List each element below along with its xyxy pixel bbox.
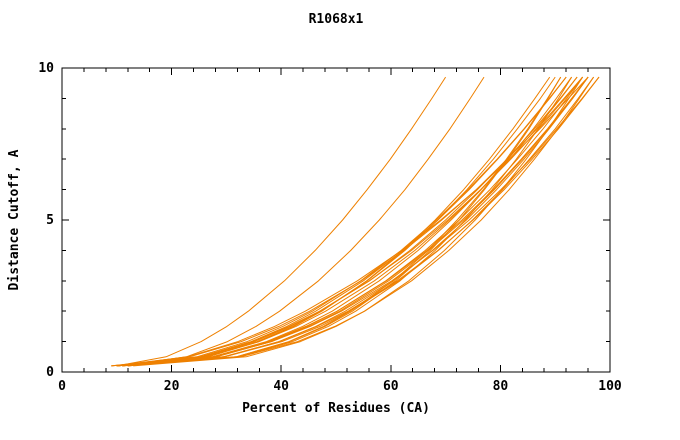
model-accuracy-curve [116,76,562,367]
x-axis-label: Percent of Residues (CA) [242,401,430,416]
model-accuracy-curve [116,76,551,367]
x-tick-label: 0 [58,379,66,394]
x-tick-label: 100 [598,379,622,394]
model-accuracy-curve [122,76,595,367]
y-tick-label: 0 [46,365,54,380]
chart-title: R1068x1 [309,12,364,27]
y-tick-label: 5 [46,213,54,228]
model-accuracy-curve [133,76,584,367]
model-accuracy-curve [127,76,562,367]
y-axis-label: Distance Cutoff, A [7,149,22,290]
x-tick-label: 20 [164,379,180,394]
model-accuracy-curve [116,76,583,367]
model-accuracy-curve [127,76,573,367]
model-accuracy-curve [111,76,589,367]
axis-ticks [61,67,611,373]
x-tick-label: 60 [383,379,399,394]
x-tick-label: 40 [273,379,289,394]
model-accuracy-curve [116,76,584,367]
model-accuracy-curve [116,76,589,367]
x-tick-label: 80 [493,379,509,394]
model-accuracy-curve [116,76,578,367]
model-accuracy-curve [116,76,595,367]
model-accuracy-curve [122,76,485,367]
model-accuracy-curve [116,76,447,367]
model-accuracy-curve [122,76,567,367]
model-accuracy-curve [116,76,600,367]
model-accuracy-curve [116,76,589,367]
axis-tick-labels: 0 20 40 60 80 100 0 5 10 [38,61,622,394]
y-tick-label: 10 [38,61,54,76]
model-curves [111,76,600,367]
model-accuracy-curve [122,76,578,367]
model-accuracy-curve [111,76,583,367]
model-accuracy-curve [111,76,556,367]
model-accuracy-curve [122,76,600,367]
